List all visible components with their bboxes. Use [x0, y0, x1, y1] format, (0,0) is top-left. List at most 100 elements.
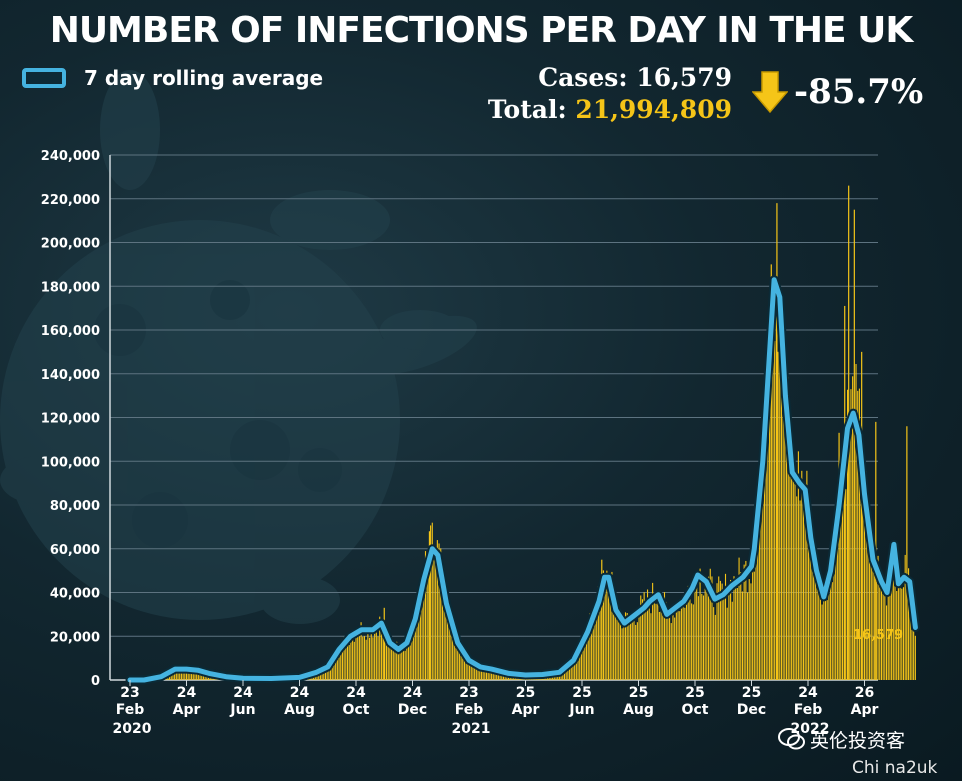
bar — [645, 605, 647, 680]
bar — [330, 664, 332, 680]
bar — [352, 634, 354, 680]
bar — [589, 613, 591, 680]
bar — [421, 578, 423, 680]
bar — [679, 611, 681, 680]
x-tick-month: Aug — [623, 702, 654, 718]
y-tick-label: 100,000 — [41, 455, 100, 470]
bar — [609, 573, 611, 680]
bar — [850, 389, 852, 680]
bar — [499, 672, 501, 680]
bar — [899, 573, 901, 680]
bar — [760, 471, 762, 680]
bar — [367, 625, 369, 680]
bar — [391, 646, 393, 680]
bar — [643, 592, 645, 680]
bar — [594, 615, 596, 680]
x-tick-month: Dec — [737, 702, 766, 718]
bar — [891, 579, 893, 680]
bar — [721, 583, 723, 680]
x-tick-month: Oct — [343, 702, 370, 718]
bar — [913, 601, 915, 680]
bar — [613, 593, 615, 680]
bar — [755, 543, 757, 680]
bar — [430, 525, 432, 680]
bar — [582, 645, 584, 680]
bar — [630, 616, 632, 680]
bar — [904, 554, 906, 680]
bar — [796, 496, 798, 680]
bar — [708, 576, 710, 680]
x-tick-day: 24 — [177, 685, 197, 701]
bar — [394, 652, 396, 680]
bar — [908, 568, 910, 680]
bar-spike — [838, 432, 840, 680]
bar — [479, 665, 481, 680]
bar — [362, 636, 364, 680]
bar — [689, 589, 691, 680]
bar — [619, 613, 621, 680]
bar — [374, 627, 376, 680]
bar — [736, 588, 738, 680]
bar — [446, 594, 449, 680]
bar — [687, 585, 689, 680]
bar-spike — [853, 209, 855, 680]
bar — [826, 600, 828, 680]
bar-spike — [383, 607, 385, 680]
x-tick-day: 23 — [459, 685, 478, 701]
bar — [445, 593, 447, 680]
bar — [745, 560, 747, 680]
bar — [874, 545, 876, 680]
bar — [828, 579, 830, 680]
bar — [191, 669, 193, 680]
x-tick-month: Apr — [851, 702, 879, 718]
bar — [389, 639, 391, 680]
bar — [758, 488, 760, 680]
bar — [496, 671, 498, 680]
x-tick-day: 25 — [516, 685, 535, 701]
bar — [333, 660, 335, 680]
bar — [650, 613, 652, 680]
bar — [474, 659, 476, 680]
bar — [743, 564, 745, 680]
bar — [730, 579, 732, 680]
x-tick-month: Feb — [794, 702, 823, 718]
x-tick-month: Feb — [116, 702, 145, 718]
x-tick-day: 24 — [798, 685, 818, 701]
bar — [665, 601, 667, 680]
bar — [606, 570, 608, 680]
bar — [635, 624, 637, 680]
bar — [608, 591, 610, 680]
x-tick-month: Oct — [682, 702, 709, 718]
bar — [806, 470, 808, 680]
bar — [701, 593, 703, 680]
bar — [321, 670, 323, 680]
bar — [341, 639, 343, 680]
x-tick-year: 2022 — [791, 721, 830, 737]
bar — [580, 650, 582, 680]
legend-swatch-line — [22, 68, 66, 88]
bar — [785, 399, 788, 680]
watermark-source: Chi na2uk — [852, 758, 938, 778]
bar — [713, 607, 715, 680]
bar — [723, 589, 725, 680]
bar — [196, 670, 198, 680]
bar — [584, 643, 586, 680]
bar — [777, 351, 779, 680]
bar — [621, 628, 623, 680]
bar — [733, 576, 735, 680]
y-tick-label: 180,000 — [41, 280, 100, 295]
y-tick-label: 160,000 — [41, 324, 100, 339]
bar — [697, 596, 699, 680]
bar — [616, 615, 618, 680]
total-label: Total: — [487, 95, 567, 124]
bar — [638, 613, 640, 680]
bar — [862, 489, 864, 680]
bar — [696, 576, 698, 680]
bar — [574, 658, 576, 680]
bar — [189, 670, 191, 680]
bar — [791, 474, 793, 680]
bar — [440, 548, 442, 680]
bar — [869, 505, 871, 680]
bar — [797, 451, 799, 680]
bar — [404, 650, 406, 680]
